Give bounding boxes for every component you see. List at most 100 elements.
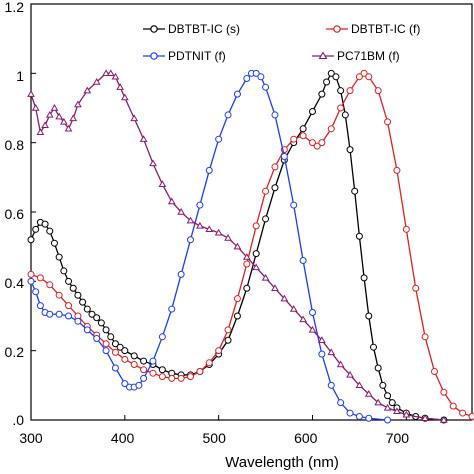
data-point: [271, 184, 279, 192]
data-point: [412, 284, 420, 292]
y-tick-label: 0.6: [5, 206, 25, 222]
series-2: [27, 69, 392, 424]
data-point: [327, 381, 335, 389]
data-point: [327, 348, 336, 356]
data-point: [252, 263, 261, 271]
data-point: [252, 69, 260, 77]
data-point: [158, 366, 166, 374]
data-point: [168, 374, 176, 382]
data-point: [257, 73, 265, 81]
data-point: [149, 369, 157, 377]
y-tick-label: 1: [16, 68, 24, 84]
data-point: [177, 270, 185, 278]
data-point: [252, 222, 260, 230]
data-point: [196, 367, 204, 375]
data-point: [468, 413, 474, 421]
y-tick-label: .0: [12, 412, 24, 428]
y-tick-label: 1.2: [5, 0, 25, 15]
data-point: [393, 166, 401, 174]
data-point: [261, 273, 270, 281]
data-point: [36, 302, 44, 310]
data-point: [65, 312, 73, 320]
data-point: [430, 367, 438, 375]
data-point: [360, 69, 368, 77]
data-point: [120, 93, 129, 101]
data-point: [374, 87, 382, 95]
data-point: [135, 381, 143, 389]
data-point: [88, 310, 96, 318]
data-point: [384, 118, 392, 126]
data-point: [83, 86, 92, 94]
data-point: [158, 180, 167, 187]
data-point: [280, 294, 289, 302]
legend-marker-triangle: [318, 51, 328, 60]
data-point: [355, 413, 363, 421]
legend-marker-circle: [150, 25, 158, 33]
data-point: [299, 315, 307, 323]
data-point: [374, 398, 383, 406]
data-point: [32, 288, 40, 296]
data-point: [365, 73, 373, 81]
data-point: [106, 69, 115, 77]
data-point: [290, 135, 298, 143]
series-3: [27, 69, 448, 423]
data-point: [69, 114, 78, 122]
legend-item: PC71BM (f): [312, 49, 400, 63]
x-axis-title: Wavelength (nm): [225, 454, 339, 471]
data-point: [327, 69, 335, 77]
data-point: [196, 201, 204, 209]
data-point: [224, 336, 232, 344]
data-point: [97, 319, 105, 327]
data-point: [36, 128, 45, 135]
data-point: [177, 207, 185, 215]
data-point: [459, 409, 467, 417]
data-point: [313, 142, 321, 150]
data-point: [158, 373, 166, 381]
y-axis: .0 0.2 0.4 0.6 0.8 1 1.2: [5, 0, 25, 428]
data-point: [102, 340, 110, 348]
data-point: [111, 348, 119, 356]
legend-marker-circle: [150, 52, 158, 60]
y-tick-label: 0.4: [5, 275, 25, 291]
data-point: [327, 125, 335, 133]
series-layer: [27, 69, 474, 424]
data-point: [79, 298, 87, 306]
data-point: [280, 153, 288, 161]
data-point: [318, 139, 326, 147]
data-point: [55, 253, 63, 261]
data-point: [364, 389, 373, 397]
data-point: [299, 125, 307, 133]
legend-item: PDTNIT (f): [143, 49, 226, 63]
data-point: [158, 333, 166, 341]
data-point: [27, 277, 35, 285]
data-point: [130, 352, 138, 360]
legend-label: PC71BM (f): [337, 49, 400, 63]
data-point: [27, 236, 35, 244]
data-point: [50, 103, 59, 111]
data-point: [205, 359, 213, 367]
data-point: [262, 83, 270, 91]
data-point: [55, 291, 63, 299]
data-point: [365, 414, 373, 422]
data-point: [384, 416, 392, 424]
y-tick-label: 0.2: [5, 344, 25, 360]
data-point: [252, 250, 260, 258]
data-point: [243, 75, 251, 83]
data-point: [32, 225, 40, 233]
data-point: [74, 100, 82, 108]
data-point: [271, 111, 279, 119]
data-point: [369, 343, 377, 351]
data-point: [27, 270, 35, 278]
data-point: [318, 90, 326, 98]
data-point: [224, 326, 232, 334]
data-point: [233, 90, 241, 98]
data-point: [74, 317, 82, 325]
data-point: [308, 107, 316, 115]
legend: DBTBT-IC (s) DBTBT-IC (f) PDTNIT (f) PC7…: [143, 22, 420, 63]
data-point: [46, 310, 54, 318]
data-point: [337, 399, 345, 407]
data-point: [383, 403, 392, 411]
data-point: [299, 132, 307, 140]
data-point: [336, 360, 345, 368]
